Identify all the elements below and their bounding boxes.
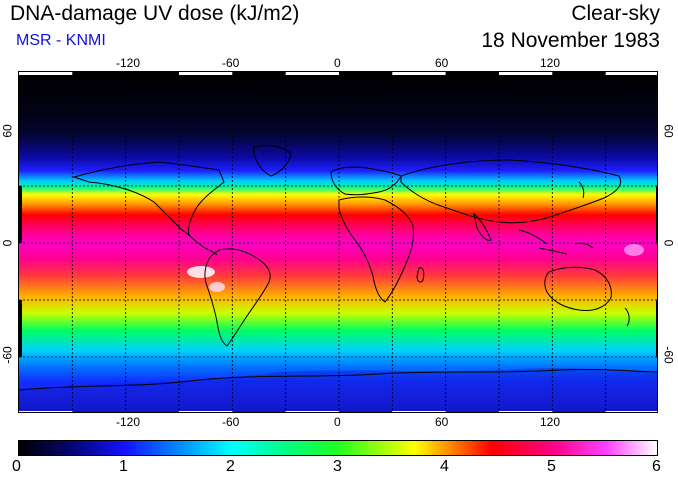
india-coast — [473, 212, 492, 241]
lat-tick-right: -60 — [661, 346, 676, 364]
lat-tick-right: 60 — [661, 124, 676, 138]
lat-tick-left: -60 — [0, 346, 15, 364]
south-america-coast — [204, 248, 271, 347]
colorbar-label: 3 — [333, 458, 342, 475]
frame-tick-bottom — [19, 411, 73, 412]
antarctica-coast — [19, 368, 657, 391]
lon-tick-bottom: 60 — [435, 415, 449, 429]
frame-tick-top — [499, 72, 553, 75]
frame-tick-bottom — [392, 411, 446, 412]
lon-tick-top: 0 — [334, 56, 341, 70]
colorbar-label: 0 — [12, 458, 21, 475]
lon-tick-top: 60 — [435, 56, 449, 70]
sky-condition: Clear-sky — [571, 2, 660, 25]
uv-dose-map — [18, 71, 658, 413]
colorbar-label: 6 — [652, 458, 661, 475]
high-dose-patch-pacific — [624, 244, 644, 256]
coastlines — [19, 145, 657, 391]
map-title: DNA-damage UV dose (kJ/m2) — [10, 2, 300, 25]
colorbar-label: 5 — [547, 458, 556, 475]
colorbar-label: 4 — [440, 458, 449, 475]
map-overlay — [19, 72, 657, 412]
color-scale-bar — [18, 440, 658, 456]
colorbar-label: 2 — [226, 458, 235, 475]
asia-coast — [400, 159, 622, 224]
antarctica-band — [19, 368, 657, 412]
lon-tick-top: -120 — [116, 56, 141, 70]
lat-tick-left: 0 — [0, 239, 15, 247]
high-dose-patch-andes-south — [209, 282, 225, 292]
frame-tick-left — [19, 300, 22, 357]
africa-coast — [338, 196, 414, 303]
lon-tick-bottom: -60 — [222, 415, 240, 429]
japan-coast — [578, 181, 585, 199]
frame-tick-top — [285, 72, 339, 75]
frame-tick-bottom — [499, 411, 553, 412]
frame-tick-top — [179, 72, 233, 75]
north-america-coast — [72, 161, 225, 237]
indonesia-coast — [518, 229, 594, 255]
lon-tick-top: 120 — [540, 56, 561, 70]
frame-tick-bottom — [179, 411, 233, 412]
high-dose-patch-andes — [187, 266, 215, 278]
frame-tick-bottom — [605, 411, 657, 412]
new-zealand-coast — [624, 307, 630, 327]
central-america-coast — [188, 234, 218, 256]
map-date: 18 November 1983 — [481, 29, 660, 52]
graticule — [19, 72, 657, 412]
lon-tick-bottom: 0 — [334, 415, 341, 429]
madagascar-coast — [416, 267, 425, 283]
frame-tick-bottom — [285, 411, 339, 412]
lon-tick-bottom: -120 — [116, 415, 141, 429]
australia-coast — [544, 266, 612, 311]
frame-tick-top — [605, 72, 657, 75]
lon-tick-bottom: 120 — [540, 415, 561, 429]
frame-ticks — [19, 72, 657, 412]
greenland-coast — [253, 145, 292, 177]
frame-tick-right — [656, 300, 657, 357]
lat-tick-right: 0 — [661, 239, 676, 247]
frame-tick-top — [19, 72, 73, 75]
frame-tick-right — [656, 186, 657, 243]
lon-tick-top: -60 — [222, 56, 240, 70]
lat-tick-left: 60 — [0, 124, 15, 138]
source-label: MSR - KNMI — [16, 32, 106, 49]
colorbar-label: 1 — [119, 458, 128, 475]
frame-tick-top — [392, 72, 446, 75]
europe-coast — [330, 166, 402, 196]
frame-tick-left — [19, 186, 22, 243]
